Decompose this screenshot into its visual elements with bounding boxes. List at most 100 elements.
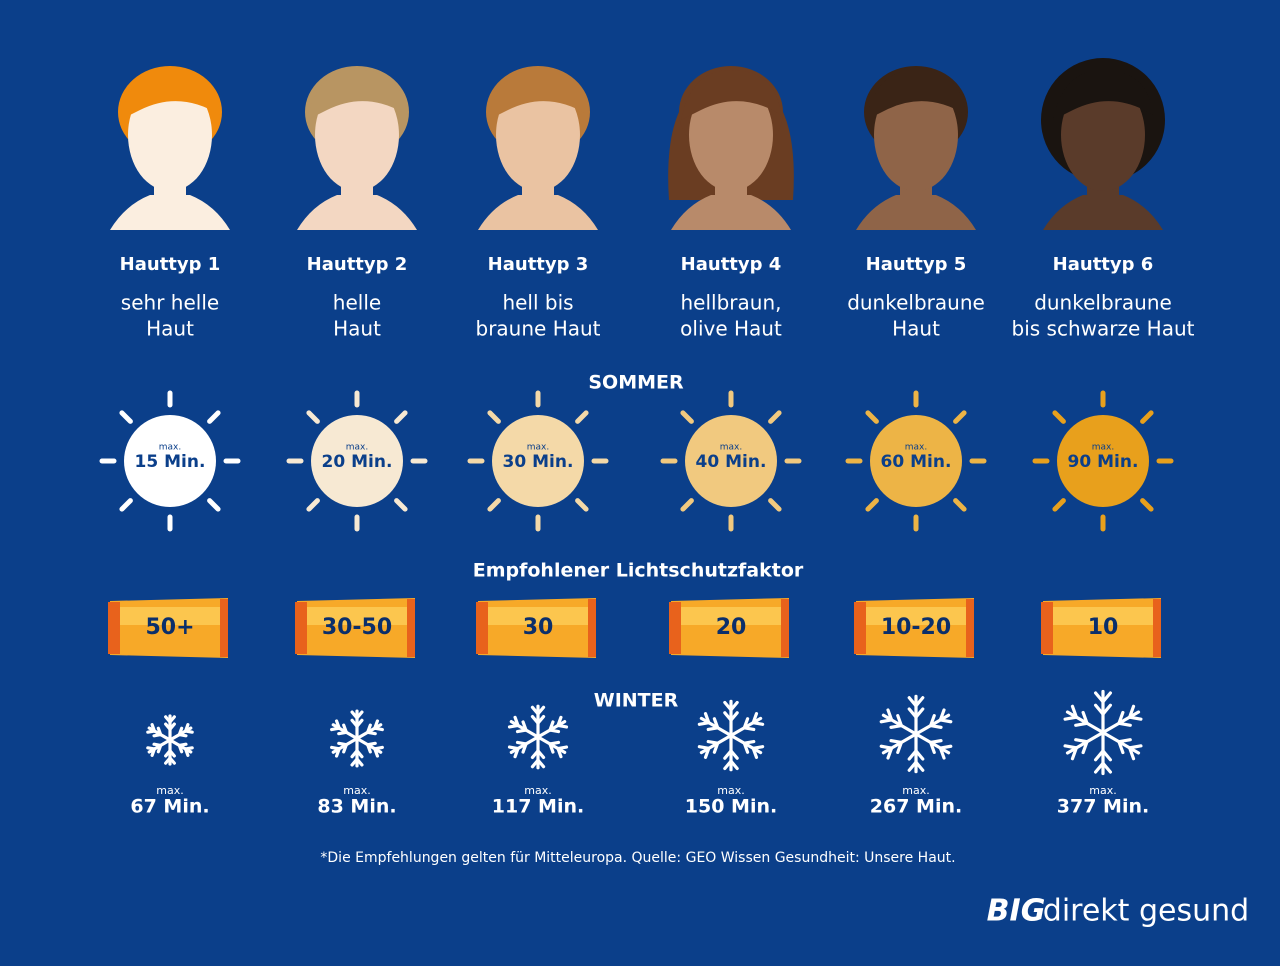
snowflake [697, 699, 765, 772]
snowflake-branch [1063, 744, 1078, 750]
sun: max.15 Min. [99, 390, 241, 532]
snowflake-branch [889, 723, 903, 729]
snowflake-branch [938, 744, 953, 750]
snowflake [507, 704, 569, 770]
snowflake-branch [1128, 715, 1143, 721]
snowflake-branch [1074, 721, 1089, 727]
tube-seal [407, 599, 415, 657]
shoulders [856, 195, 976, 230]
snowflake-branch [929, 739, 943, 745]
snowflake-branch [366, 743, 372, 754]
snowflake-branch [697, 745, 711, 750]
snowflake-branch [530, 758, 540, 769]
snowflake-branch [729, 700, 739, 712]
snowflake-branch [177, 732, 188, 738]
snowflake-branch [1070, 704, 1078, 719]
sunscreen-tube: 10 [1041, 598, 1161, 658]
winter-time: 67 Min. [130, 796, 209, 818]
snowflake-branch [507, 745, 520, 751]
logo-text: direkt gesund [1043, 894, 1249, 929]
sun-disc [870, 415, 962, 507]
sun-ray [119, 410, 133, 424]
snowflake-branch [355, 710, 364, 720]
sun-ray [575, 410, 589, 424]
snowflake-branch [1117, 740, 1125, 755]
summer-label: max. [905, 443, 927, 453]
skin-description: dunkelbraune [1034, 291, 1172, 315]
portrait [668, 66, 794, 230]
tube-highlight [681, 607, 781, 625]
tube-highlight [866, 607, 966, 625]
snowflake-branch [536, 714, 546, 725]
summer-label: max. [346, 443, 368, 453]
skin-description: bis schwarze Haut [1012, 317, 1195, 341]
snowflake-branch [556, 746, 563, 759]
snowflake-branch [164, 749, 172, 758]
snowflake-branch [168, 722, 176, 731]
face [128, 79, 212, 191]
winter-heading: WINTER [594, 690, 679, 712]
logo: BIG direkt gesund [987, 894, 1250, 929]
tube-cap [669, 602, 681, 654]
summer-heading: SOMMER [588, 372, 684, 394]
winter-time: 377 Min. [1057, 796, 1149, 818]
snowflake-branch [938, 708, 946, 722]
snowflake-branch [914, 760, 925, 772]
snowflake-branch [330, 745, 341, 751]
summer-time: 90 Min. [1068, 452, 1139, 472]
sun-ray [207, 410, 221, 424]
winter-label: max. [1089, 784, 1116, 797]
snowflake-branch [896, 740, 903, 754]
winter-label: max. [156, 784, 183, 797]
skin-description: helle [333, 291, 381, 315]
snowflake-branch [1117, 738, 1132, 744]
snowflake-branch [929, 740, 936, 754]
fringe [1053, 70, 1153, 120]
sun-disc [311, 415, 403, 507]
winter-time: 267 Min. [870, 796, 962, 818]
sun-ray [394, 410, 408, 424]
portrait [1041, 58, 1165, 230]
sun-ray [953, 410, 967, 424]
summer-label: max. [1092, 443, 1114, 453]
sun-ray [487, 498, 501, 512]
sun-ray [207, 498, 221, 512]
skin-description: Haut [146, 317, 194, 341]
snowflake-branch [1063, 715, 1078, 721]
skin-description: olive Haut [680, 317, 782, 341]
snowflake-branch [152, 742, 163, 748]
sun-disc [124, 415, 216, 507]
tube-highlight [120, 607, 220, 625]
tube-seal [588, 599, 596, 657]
shoulders [297, 195, 417, 230]
snowflake-branch [1128, 744, 1143, 750]
skin-description: sehr helle [121, 291, 219, 315]
skin-description: Haut [892, 317, 940, 341]
sun-ray [306, 410, 320, 424]
snowflake-branch [729, 711, 739, 722]
sun-disc [492, 415, 584, 507]
logo-mark: BIG [987, 894, 1046, 929]
snowflake-branch [515, 740, 528, 746]
snowflake-branch [742, 741, 750, 754]
winter-label: max. [717, 784, 744, 797]
fringe [307, 70, 407, 120]
sun-ray [1140, 410, 1154, 424]
summer-label: max. [527, 443, 549, 453]
tube-highlight [488, 607, 588, 625]
sun-ray [953, 498, 967, 512]
tube-seal [781, 599, 789, 657]
snowflake-branch [879, 744, 894, 750]
sun: max.40 Min. [660, 390, 802, 532]
snowflake-branch [548, 728, 561, 734]
sun-ray [768, 410, 782, 424]
snowflake-branch [1117, 721, 1132, 727]
summer-time: 15 Min. [135, 452, 206, 472]
tube-highlight [307, 607, 407, 625]
snowflake-branch [1081, 710, 1089, 725]
snowflake-branch [1094, 761, 1105, 774]
tube-highlight [1053, 607, 1153, 625]
